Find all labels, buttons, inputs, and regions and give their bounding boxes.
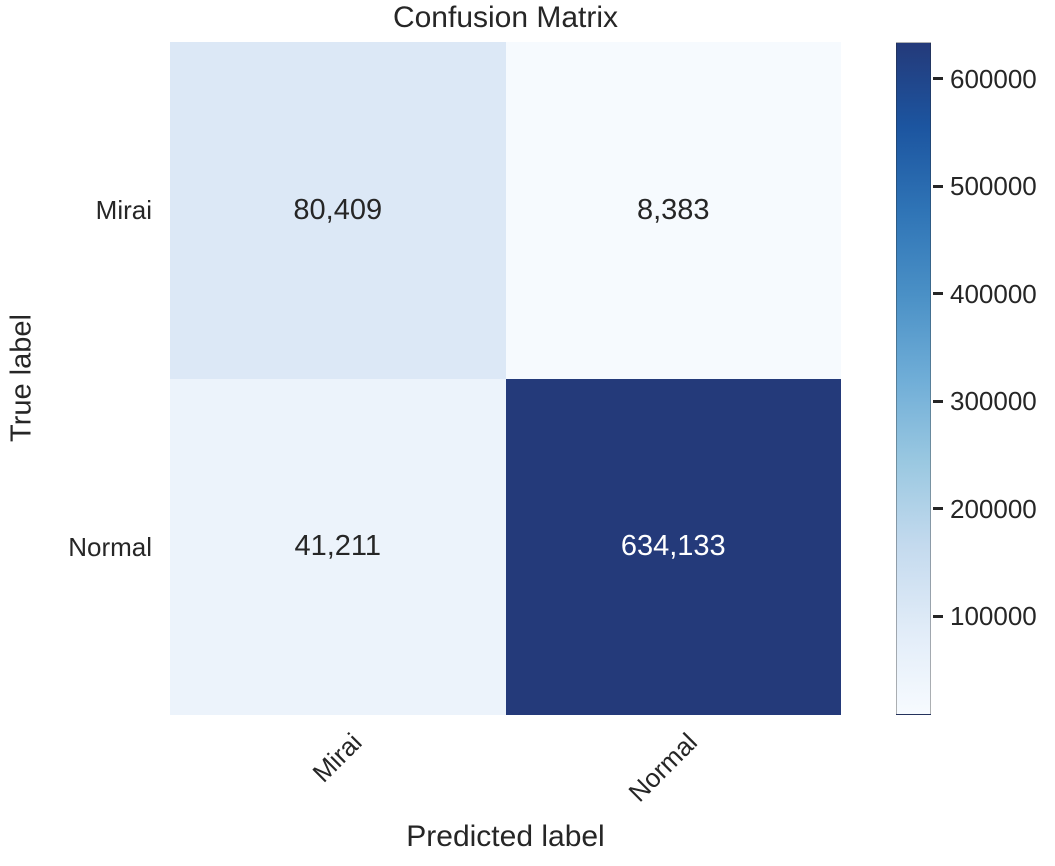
colorbar-tick-label: 600000 bbox=[950, 63, 1037, 94]
colorbar-tick-label: 100000 bbox=[950, 601, 1037, 632]
cell-value: 80,409 bbox=[293, 193, 383, 226]
colorbar-tick-mark bbox=[933, 507, 943, 511]
colorbar-tick-mark bbox=[933, 292, 943, 296]
colorbar-tick-label: 500000 bbox=[950, 171, 1037, 202]
colorbar-tick-mark bbox=[933, 184, 943, 188]
heatmap-cell-mirai-mirai: 80,409 bbox=[170, 42, 506, 379]
colorbar-tick-label: 400000 bbox=[950, 278, 1037, 309]
cell-value: 41,211 bbox=[294, 530, 382, 563]
colorbar-tick-label: 200000 bbox=[950, 493, 1037, 524]
colorbar-tick-label: 300000 bbox=[950, 386, 1037, 417]
y-tick-label-mirai: Mirai bbox=[95, 195, 152, 226]
colorbar-tick-mark bbox=[933, 77, 943, 81]
colorbar-tick-mark bbox=[933, 614, 943, 618]
colorbar-tick-mark bbox=[933, 399, 943, 403]
x-tick-label-mirai: Mirai bbox=[306, 727, 368, 789]
heatmap-cell-normal-mirai: 41,211 bbox=[170, 378, 506, 715]
y-tick-label-normal: Normal bbox=[68, 531, 152, 562]
x-tick-label-normal: Normal bbox=[622, 727, 704, 808]
heatmap-cell-mirai-normal: 8,383 bbox=[505, 42, 841, 379]
heatmap-cell-normal-normal: 634,133 bbox=[505, 378, 841, 715]
colorbar bbox=[896, 42, 931, 715]
y-axis-label: True label bbox=[5, 314, 38, 442]
heatmap: 80,409 8,383 41,211 634,133 bbox=[170, 42, 841, 715]
x-axis-label: Predicted label bbox=[406, 820, 605, 853]
cell-value: 634,133 bbox=[620, 530, 726, 563]
chart-title: Confusion Matrix bbox=[392, 1, 619, 34]
cell-value: 8,383 bbox=[636, 193, 710, 226]
